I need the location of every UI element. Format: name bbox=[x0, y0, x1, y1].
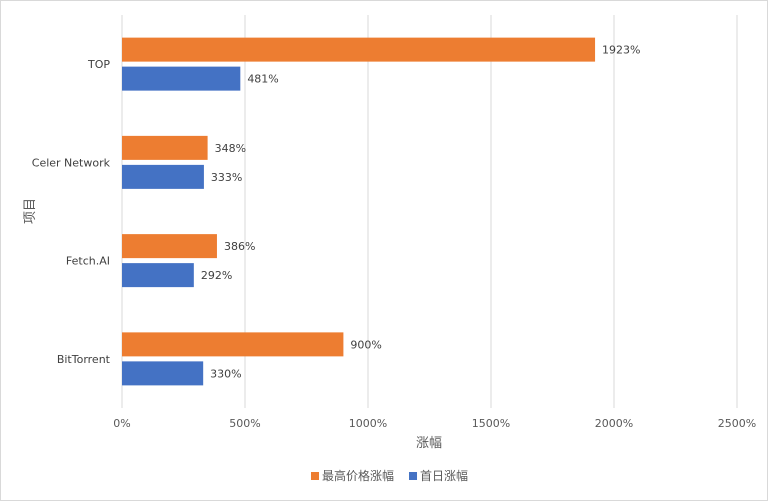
bars: 1923% 481% 348% 333% 386% 292% 900% 330% bbox=[122, 37, 641, 386]
data-label: 292% bbox=[201, 269, 232, 282]
x-tick-label: 1000% bbox=[349, 417, 387, 430]
x-tick-label: 500% bbox=[229, 417, 260, 430]
legend: 最高价格涨幅 首日涨幅 bbox=[311, 468, 468, 483]
x-tick-label: 2500% bbox=[718, 417, 756, 430]
x-tick-label: 1500% bbox=[472, 417, 510, 430]
category-label: BitTorrent bbox=[57, 353, 111, 366]
x-axis-title: 涨幅 bbox=[416, 436, 442, 451]
bar-max-gain bbox=[122, 37, 596, 62]
category-label: Fetch.AI bbox=[66, 255, 110, 268]
y-axis-title: 项目 bbox=[23, 198, 38, 224]
data-label: 330% bbox=[210, 367, 241, 380]
x-tick-label: 2000% bbox=[595, 417, 633, 430]
data-label: 900% bbox=[350, 338, 381, 351]
bar-first-day-gain bbox=[122, 263, 194, 288]
data-label: 1923% bbox=[602, 44, 640, 57]
data-label: 481% bbox=[247, 73, 278, 86]
bar-max-gain bbox=[122, 332, 344, 357]
bar-max-gain bbox=[122, 234, 217, 259]
legend-entry: 最高价格涨幅 bbox=[322, 468, 394, 483]
bar-first-day-gain bbox=[122, 361, 204, 386]
legend-entry: 首日涨幅 bbox=[420, 468, 468, 483]
x-tick-label: 0% bbox=[113, 417, 130, 430]
legend-swatch bbox=[409, 472, 418, 480]
bar-first-day-gain bbox=[122, 164, 204, 189]
legend-swatch bbox=[311, 472, 319, 480]
category-labels: TOP Celer Network Fetch.AI BitTorrent bbox=[32, 58, 111, 366]
bar-max-gain bbox=[122, 135, 208, 160]
data-label: 386% bbox=[224, 240, 255, 253]
x-tick-labels: 0% 500% 1000% 1500% 2000% 2500% bbox=[113, 417, 756, 430]
category-label: TOP bbox=[87, 58, 110, 71]
data-label: 333% bbox=[211, 171, 242, 184]
bar-first-day-gain bbox=[122, 66, 241, 91]
category-label: Celer Network bbox=[32, 156, 111, 169]
data-label: 348% bbox=[215, 142, 246, 155]
